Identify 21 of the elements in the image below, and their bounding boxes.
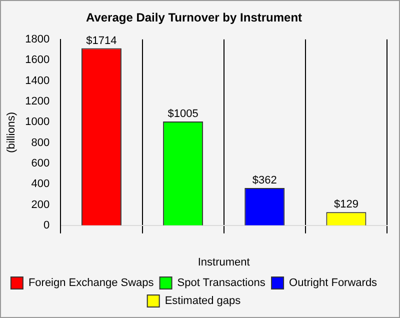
data-label: $129 [334,198,358,211]
y-tick-label: 1200 [25,95,50,108]
data-label: $1005 [168,108,198,120]
y-tick-label: 600 [31,157,50,170]
y-tick-label: 200 [31,198,50,211]
chart-title: Average Daily Turnover by Instrument [86,10,302,25]
legend-label: Outright Forwards [289,277,378,290]
legend-label: Estimated gaps [164,295,242,308]
data-label: $362 [252,174,277,187]
y-axis-title: (billions) [6,112,18,153]
y-tick-label: 400 [31,178,50,190]
x-axis-title: Instrument [198,256,250,268]
legend-label: Spot Transactions [177,277,266,290]
y-tick-label: 1800 [25,33,50,46]
y-tick-label: 1400 [25,74,50,87]
y-tick-label: 800 [31,136,50,149]
y-tick-label: 0 [44,219,50,232]
y-tick-label: 1000 [25,116,50,128]
y-tick-label: 1600 [25,54,50,66]
data-label: $1714 [86,34,117,47]
legend-label: Foreign Exchange Swaps [28,277,154,290]
